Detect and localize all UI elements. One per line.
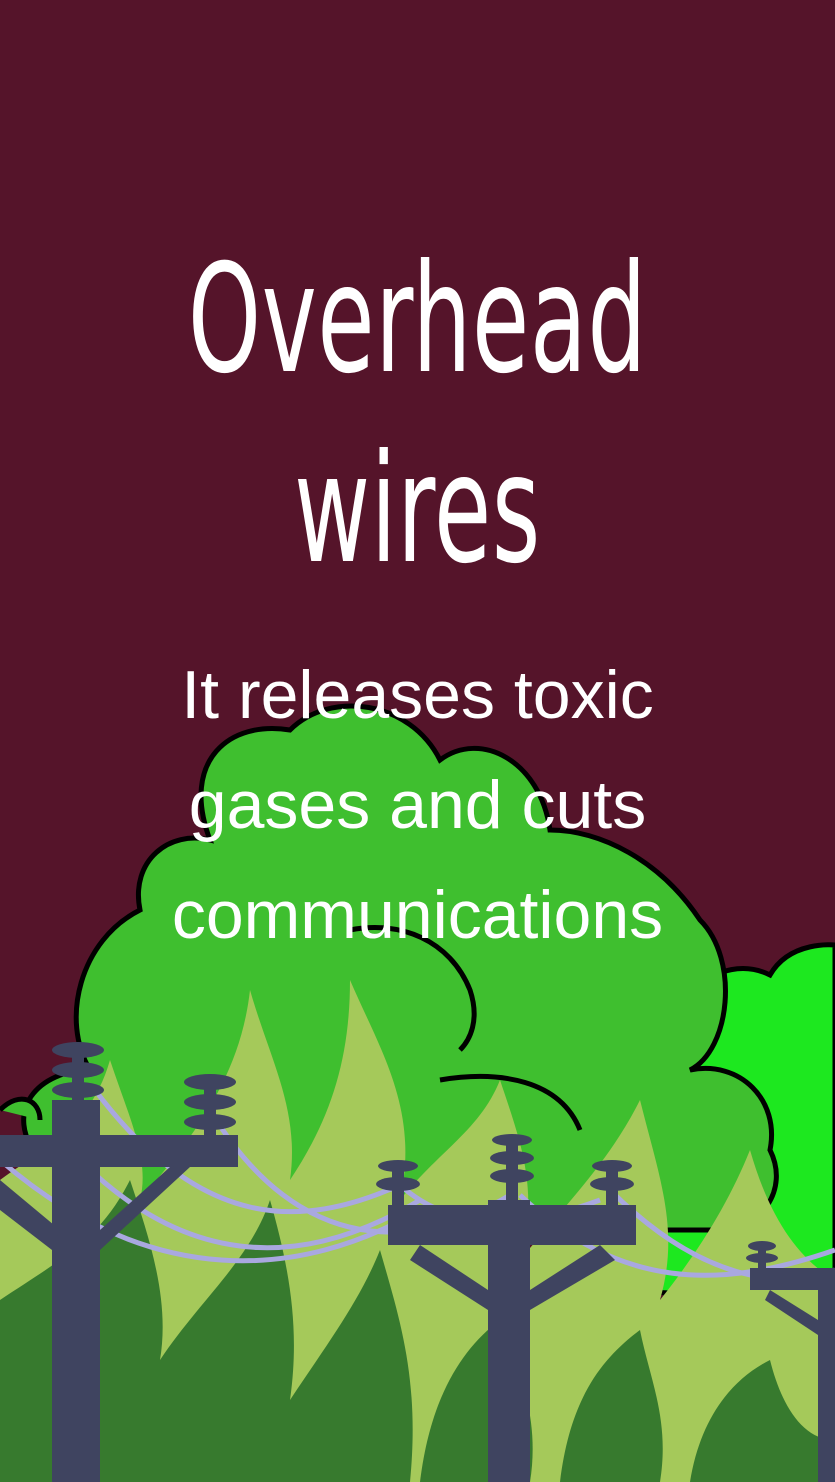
subtitle-line-1: It releases toxic [181,657,654,733]
subtitle: It releases toxic gases and cuts communi… [60,640,775,970]
title-line-2: wires [294,423,541,597]
utility-pole-icon [376,1134,636,1482]
utility-pole-icon [0,1042,238,1482]
subtitle-line-2: gases and cuts [188,767,647,843]
title-line-1: Overhead [187,233,648,407]
page-title: Overhead wires [159,225,677,605]
subtitle-line-3: communications [171,877,664,953]
utility-pole-icon [746,1241,835,1482]
